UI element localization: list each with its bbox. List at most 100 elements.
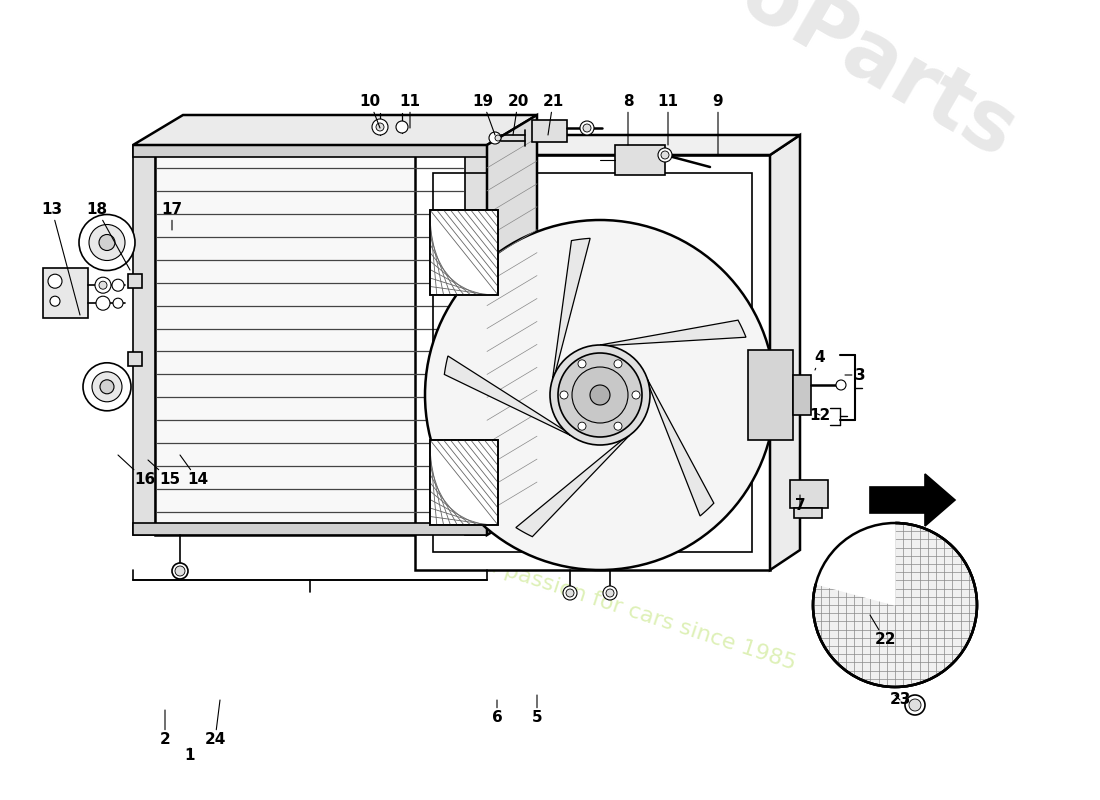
Text: 2: 2 [160,710,170,747]
Circle shape [606,589,614,597]
Text: 7: 7 [794,495,805,513]
Text: 11: 11 [399,94,420,128]
Circle shape [113,298,123,308]
Circle shape [490,132,500,144]
Polygon shape [133,145,155,535]
Circle shape [578,422,586,430]
Circle shape [658,148,672,162]
Circle shape [112,279,124,291]
Text: 20: 20 [507,94,529,135]
Bar [793,375,811,415]
Polygon shape [465,145,487,535]
Circle shape [50,296,60,306]
Circle shape [372,119,388,135]
Bar [98,233,113,253]
Text: 14: 14 [180,455,209,487]
Circle shape [95,278,111,294]
Circle shape [603,586,617,600]
Circle shape [82,363,131,411]
Polygon shape [487,115,537,535]
Bar [415,155,770,570]
Circle shape [396,121,408,133]
Polygon shape [870,474,955,526]
Circle shape [99,282,107,290]
Polygon shape [748,350,793,440]
Text: a passion for cars since 1985: a passion for cars since 1985 [482,554,799,674]
Text: 22: 22 [870,615,895,647]
Text: 3: 3 [845,367,866,382]
Polygon shape [133,523,487,535]
Text: 12: 12 [810,407,830,422]
Bar [790,480,828,508]
Circle shape [558,353,642,437]
Circle shape [661,151,669,159]
Bar [128,351,142,366]
Bar [430,440,498,525]
Circle shape [100,380,114,394]
Bar [430,210,498,295]
Text: 23: 23 [889,693,911,707]
Polygon shape [516,435,629,537]
Circle shape [550,345,650,445]
Circle shape [578,360,586,368]
Circle shape [614,422,622,430]
Circle shape [376,123,384,131]
Text: 4: 4 [815,350,825,370]
Polygon shape [444,356,571,435]
Circle shape [175,566,185,576]
Bar [430,440,498,525]
Circle shape [813,523,977,687]
Bar [433,173,752,552]
Circle shape [92,372,122,402]
Text: 9: 9 [713,94,724,155]
Circle shape [580,121,594,135]
Polygon shape [43,268,88,318]
Circle shape [172,563,188,579]
Bar [532,120,566,142]
Circle shape [590,385,610,405]
Text: 16: 16 [118,455,155,487]
Polygon shape [600,320,746,346]
Circle shape [495,135,500,141]
Text: 21: 21 [542,94,563,135]
Bar [430,210,498,295]
Text: 18: 18 [87,202,130,270]
Wedge shape [814,521,895,605]
Circle shape [89,225,125,261]
Circle shape [560,391,568,399]
Text: 6: 6 [492,700,503,726]
Circle shape [836,380,846,390]
Polygon shape [770,135,800,570]
Circle shape [583,124,591,132]
Text: 8: 8 [623,94,634,145]
Text: 5: 5 [531,695,542,726]
Circle shape [909,699,921,711]
Circle shape [96,296,110,310]
Circle shape [572,367,628,423]
Circle shape [905,695,925,715]
Circle shape [48,274,62,288]
Polygon shape [133,145,487,157]
Bar [98,379,113,395]
Polygon shape [648,379,714,516]
Text: 15: 15 [148,460,180,487]
Text: 19: 19 [472,94,495,135]
Polygon shape [133,115,537,145]
Circle shape [614,360,622,368]
Text: 1: 1 [185,747,196,762]
Text: EuroParts: EuroParts [591,0,1030,177]
Circle shape [563,586,578,600]
Polygon shape [552,238,590,379]
Circle shape [99,234,116,250]
Circle shape [425,220,776,570]
Text: 17: 17 [162,202,183,230]
Bar [155,145,465,535]
Text: 13: 13 [42,202,80,315]
Bar [794,508,822,518]
Text: 24: 24 [205,700,225,747]
Bar [128,274,142,287]
Text: 11: 11 [658,94,679,145]
Text: 10: 10 [360,94,381,128]
Circle shape [79,214,135,270]
Circle shape [632,391,640,399]
